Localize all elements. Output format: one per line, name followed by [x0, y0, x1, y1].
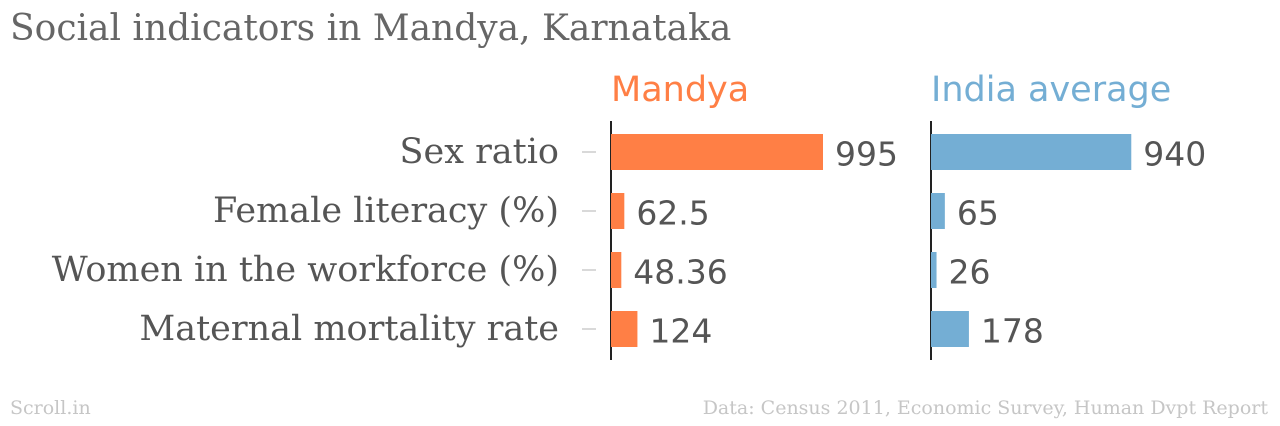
- data-label: 940: [1143, 135, 1206, 174]
- bar: [931, 311, 969, 347]
- data-label: 48.36: [633, 253, 727, 292]
- data-label: 62.5: [636, 194, 709, 233]
- data-label: 65: [957, 194, 999, 233]
- series-header: Mandya: [611, 70, 749, 110]
- category-label: Women in the workforce (%): [52, 250, 559, 290]
- category-label: Female literacy (%): [213, 191, 559, 231]
- bar: [931, 193, 945, 229]
- category-label: Sex ratio: [400, 132, 559, 172]
- data-label: 995: [835, 135, 898, 174]
- bar: [611, 311, 638, 347]
- bar: [931, 134, 1132, 170]
- bar: [611, 252, 622, 288]
- data-label: 26: [949, 253, 991, 292]
- footer-data-source: Data: Census 2011, Economic Survey, Huma…: [702, 397, 1268, 419]
- chart-title: Social indicators in Mandya, Karnataka: [10, 8, 732, 49]
- footer-brand: Scroll.in: [10, 397, 91, 419]
- bar: [931, 252, 937, 288]
- category-label: Maternal mortality rate: [139, 309, 559, 349]
- bar: [611, 134, 823, 170]
- series-header: India average: [931, 70, 1171, 110]
- bar: [611, 193, 625, 229]
- data-label: 178: [981, 312, 1044, 351]
- data-label: 124: [649, 312, 712, 351]
